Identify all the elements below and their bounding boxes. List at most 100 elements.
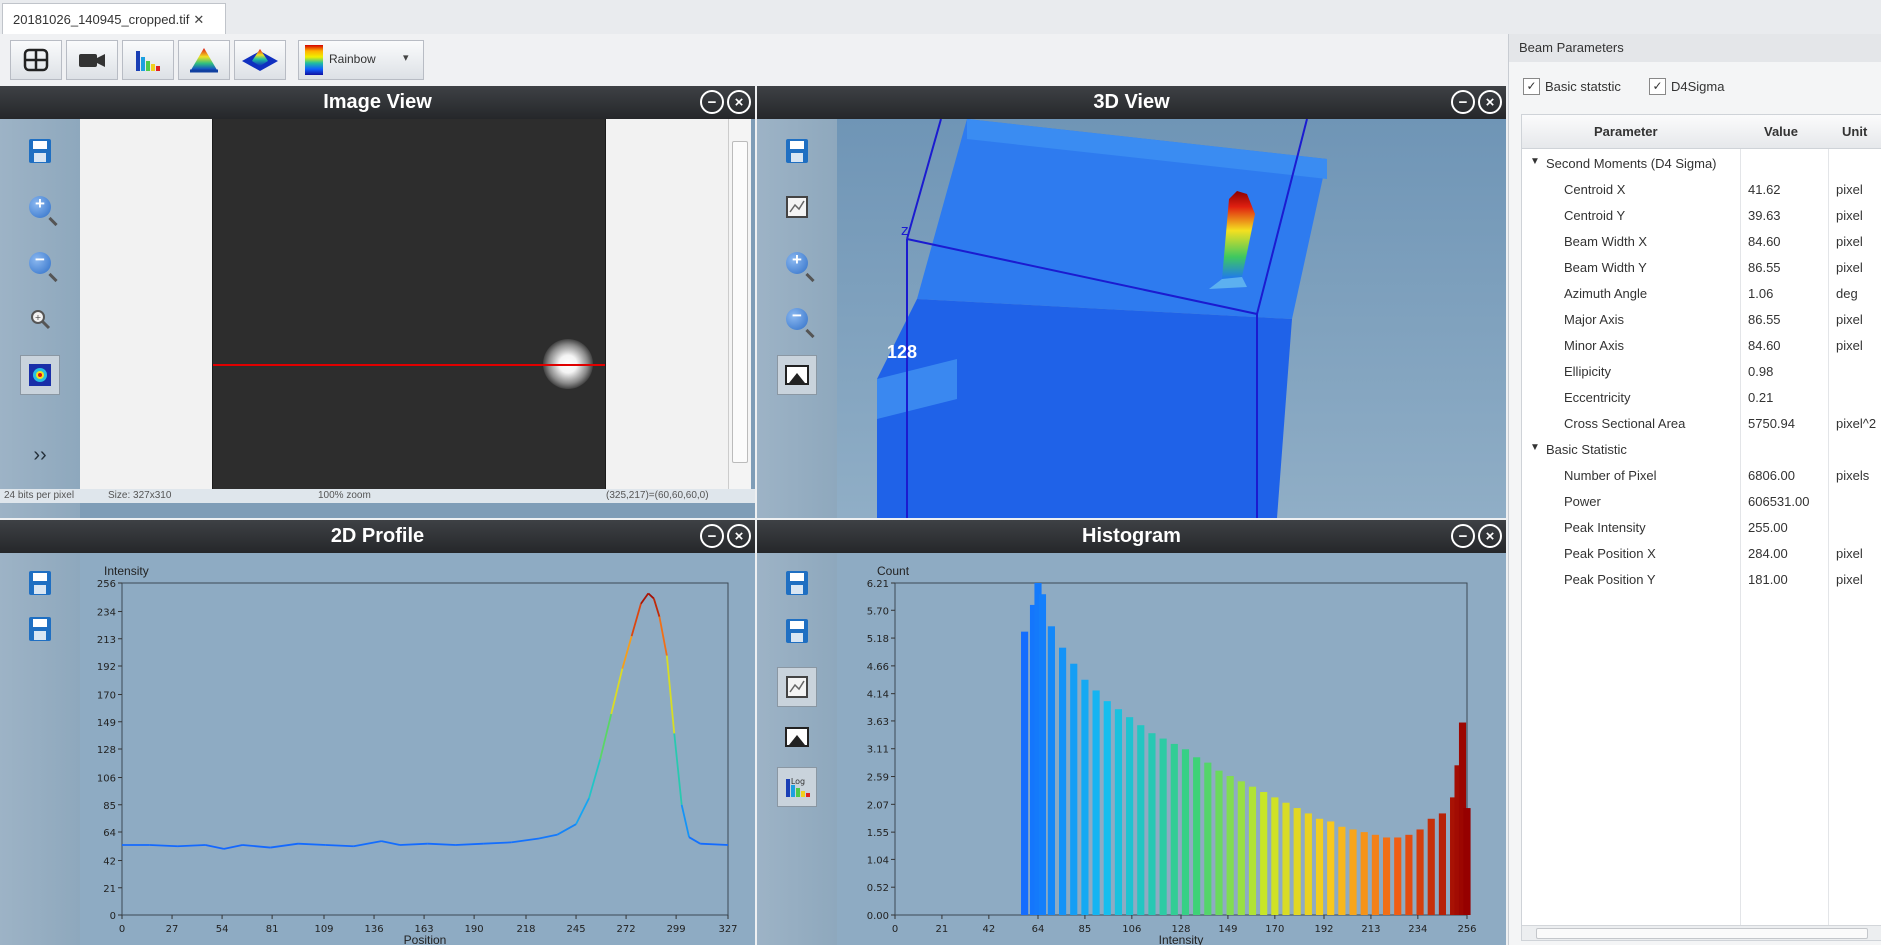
close-tab-icon[interactable]: ✕ [193,12,205,27]
minimize-icon[interactable]: − [700,524,724,548]
x-tick-label: 27 [166,924,179,935]
save-data-button[interactable] [777,611,817,651]
y-tick-label: 3.11 [867,745,889,756]
profile-line-segment [270,842,299,849]
2d-profile-sidebar [0,553,80,945]
table-row[interactable]: Number of Pixel 6806.00 pixels [1522,460,1881,491]
y-tick-label: 106 [97,774,116,785]
3d-surface-plot[interactable]: z 128 [837,119,1506,518]
reset-view-button[interactable] [777,187,817,227]
histogram-chart[interactable]: 0 21 42 64 85 106 128 149 170 192 213 234 256 0.00 0.5… [837,553,1506,945]
y-tick-label: 5.18 [867,634,889,645]
zoom-out-button[interactable] [777,299,817,339]
save-icon [29,571,51,595]
histogram-bar [1034,583,1042,915]
expand-arrow-icon[interactable]: ▼ [1530,156,1540,167]
snapshot-button[interactable] [777,355,817,395]
profile-line-segment [640,592,650,605]
histogram-title: Histogram − × [757,520,1506,553]
vertical-scrollbar[interactable] [728,119,751,489]
table-row[interactable]: Minor Axis 84.60 pixel [1522,330,1881,361]
close-icon[interactable]: × [727,90,751,114]
table-row[interactable]: Centroid X 41.62 pixel [1522,174,1881,205]
profile-line-segment [427,842,456,846]
snapshot-button[interactable] [777,717,817,757]
histogram-bar [1070,663,1078,915]
table-row[interactable]: Ellipicity 0.98 [1522,356,1881,387]
x-tick-label: 64 [1032,924,1045,935]
toolbar: Rainbow ▾ [0,34,1508,86]
zoom-out-button[interactable] [20,243,60,283]
parameter-value: 86.55 [1748,312,1781,327]
parameter-value: 255.00 [1748,520,1788,535]
document-tab[interactable]: 20181026_140945_cropped.tif ✕ [2,3,226,34]
camera-button[interactable] [66,40,118,80]
save-data-button[interactable] [20,609,60,649]
save-button[interactable] [777,131,817,171]
profile-line-segment [298,842,326,846]
profile-chart[interactable]: 0 27 54 81 109 136 163 190 218 245 272 299 327 0 21 42 6… [80,553,755,945]
y-tick-label: 0.52 [867,883,889,894]
histogram-view-button[interactable] [122,40,174,80]
table-group-row[interactable]: ▼ Basic Statistic [1522,434,1881,465]
reset-view-button[interactable] [777,667,817,707]
table-row[interactable]: Peak Position X 284.00 pixel [1522,538,1881,569]
parameter-value: 5750.94 [1748,416,1795,431]
table-row[interactable]: Cross Sectional Area 5750.94 pixel^2 [1522,408,1881,439]
minimize-icon[interactable]: − [1451,524,1475,548]
save-button[interactable] [777,563,817,603]
minimize-icon[interactable]: − [1451,90,1475,114]
zoom-in-button[interactable] [777,243,817,283]
expand-arrow-icon[interactable]: ▼ [1530,442,1540,453]
parameter-unit: pixel^2 [1836,416,1877,431]
column-header-unit[interactable]: Unit [1842,124,1868,139]
log-scale-button[interactable]: Log [777,767,817,807]
layout-grid-button[interactable] [10,40,62,80]
table-row[interactable]: Centroid Y 39.63 pixel [1522,200,1881,231]
parameter-name: Number of Pixel [1564,468,1657,483]
save-button[interactable] [20,563,60,603]
save-button[interactable] [20,131,60,171]
x-tick-label: 245 [566,924,585,935]
profile-line[interactable] [213,364,605,366]
histogram-bar [1438,813,1446,915]
expand-sidebar-button[interactable]: ›› [20,435,60,475]
table-group-row[interactable]: ▼ Second Moments (D4 Sigma) [1522,148,1881,179]
basic-statistic-checkbox[interactable]: ✓ Basic statstic [1523,78,1621,95]
profile-line-segment [205,844,225,850]
group-label: Second Moments (D4 Sigma) [1546,156,1717,171]
save-icon [29,139,51,163]
histogram-bar [1405,834,1413,915]
profile-line-segment [653,598,661,617]
d4sigma-checkbox[interactable]: ✓ D4Sigma [1649,78,1724,95]
scrollbar-thumb[interactable] [1536,928,1868,939]
histogram-bar [1315,818,1324,915]
parameter-name: Eccentricity [1564,390,1631,405]
profile-view-button[interactable] [178,40,230,80]
close-icon[interactable]: × [1478,524,1502,548]
horizontal-scrollbar[interactable] [1522,925,1881,940]
close-icon[interactable]: × [727,524,751,548]
parameter-name: Major Axis [1564,312,1624,327]
zoom-in-button[interactable] [20,187,60,227]
zoom-fit-button[interactable]: + [20,299,60,339]
table-row[interactable]: Peak Intensity 255.00 [1522,512,1881,543]
image-canvas[interactable] [80,119,732,489]
column-header-value[interactable]: Value [1764,124,1798,139]
close-icon[interactable]: × [1478,90,1502,114]
column-header-parameter[interactable]: Parameter [1594,124,1658,139]
minimize-icon[interactable]: − [700,90,724,114]
x-tick-label: 21 [936,924,949,935]
scrollbar-thumb[interactable] [732,141,748,463]
table-row[interactable]: Azimuth Angle 1.06 deg [1522,278,1881,309]
3d-view-button[interactable] [234,40,286,80]
table-row[interactable]: Beam Width X 84.60 pixel [1522,226,1881,257]
3d-view-title: 3D View − × [757,86,1506,119]
table-row[interactable]: Peak Position Y 181.00 pixel [1522,564,1881,595]
table-row[interactable]: Power 606531.00 [1522,486,1881,517]
palette-dropdown[interactable]: Rainbow ▾ [298,40,424,80]
beam-overlay-button[interactable] [20,355,60,395]
table-row[interactable]: Eccentricity 0.21 [1522,382,1881,413]
table-row[interactable]: Major Axis 86.55 pixel [1522,304,1881,335]
table-row[interactable]: Beam Width Y 86.55 pixel [1522,252,1881,283]
